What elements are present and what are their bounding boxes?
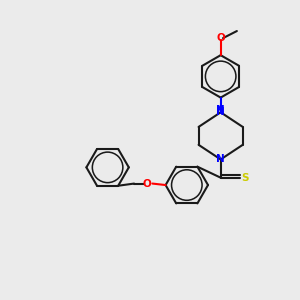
Text: N: N — [216, 105, 225, 115]
Text: O: O — [216, 33, 225, 43]
Text: N: N — [216, 107, 225, 117]
Text: N: N — [216, 154, 225, 164]
Text: S: S — [242, 173, 249, 183]
Text: O: O — [143, 178, 152, 189]
